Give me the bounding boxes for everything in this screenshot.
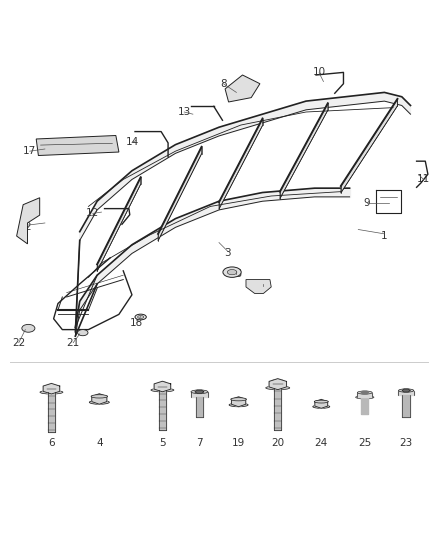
Ellipse shape <box>40 390 63 394</box>
Polygon shape <box>225 75 260 102</box>
Text: 20: 20 <box>271 438 284 448</box>
Polygon shape <box>132 144 176 180</box>
Polygon shape <box>219 114 262 136</box>
Polygon shape <box>195 390 204 393</box>
Polygon shape <box>280 103 328 199</box>
Ellipse shape <box>22 325 35 332</box>
Polygon shape <box>403 395 410 417</box>
Polygon shape <box>154 381 171 392</box>
Text: 3: 3 <box>224 248 231 259</box>
Polygon shape <box>306 92 385 110</box>
Polygon shape <box>402 97 410 114</box>
Text: 24: 24 <box>314 438 328 448</box>
Polygon shape <box>80 275 97 310</box>
Ellipse shape <box>135 314 146 320</box>
Polygon shape <box>315 399 328 408</box>
Ellipse shape <box>229 403 248 407</box>
Polygon shape <box>191 392 208 397</box>
Ellipse shape <box>314 400 328 403</box>
Polygon shape <box>17 198 40 244</box>
Polygon shape <box>48 392 55 432</box>
Text: 12: 12 <box>86 208 99 219</box>
Polygon shape <box>357 393 372 397</box>
Ellipse shape <box>227 270 237 275</box>
Polygon shape <box>219 118 262 209</box>
Polygon shape <box>132 219 176 254</box>
Polygon shape <box>75 301 80 336</box>
Text: 23: 23 <box>399 438 413 448</box>
Text: 19: 19 <box>232 438 245 448</box>
Ellipse shape <box>91 395 108 398</box>
Polygon shape <box>274 388 282 430</box>
Text: 5: 5 <box>159 381 166 391</box>
Text: 21: 21 <box>67 338 80 348</box>
Text: 11: 11 <box>417 174 430 184</box>
Text: 6: 6 <box>48 438 55 448</box>
Polygon shape <box>361 391 368 394</box>
Text: 18: 18 <box>130 318 143 328</box>
Text: 9: 9 <box>364 198 370 208</box>
Ellipse shape <box>78 329 88 336</box>
Polygon shape <box>196 397 203 417</box>
Polygon shape <box>80 201 97 240</box>
Ellipse shape <box>231 398 247 401</box>
Polygon shape <box>246 279 271 294</box>
Ellipse shape <box>399 389 414 392</box>
Polygon shape <box>385 92 402 106</box>
Ellipse shape <box>151 388 174 392</box>
Text: 15: 15 <box>230 269 243 279</box>
Text: 14: 14 <box>125 138 138 148</box>
Polygon shape <box>158 147 201 241</box>
Polygon shape <box>315 188 350 197</box>
Text: 4: 4 <box>96 438 102 448</box>
Polygon shape <box>361 397 368 414</box>
Polygon shape <box>97 177 141 271</box>
Text: 5: 5 <box>159 438 166 448</box>
Polygon shape <box>159 390 166 430</box>
Polygon shape <box>269 378 286 390</box>
Ellipse shape <box>313 405 330 408</box>
Ellipse shape <box>266 386 290 390</box>
Polygon shape <box>97 245 132 284</box>
Polygon shape <box>231 397 246 407</box>
Text: 7: 7 <box>196 438 203 448</box>
Polygon shape <box>219 192 262 210</box>
Polygon shape <box>262 101 306 123</box>
Text: 1: 1 <box>381 231 388 241</box>
Polygon shape <box>36 135 119 156</box>
Ellipse shape <box>138 316 144 319</box>
Ellipse shape <box>357 391 372 394</box>
Text: 22: 22 <box>12 338 25 348</box>
Polygon shape <box>43 383 60 394</box>
Text: 8: 8 <box>220 79 226 88</box>
Polygon shape <box>262 188 315 201</box>
Text: 25: 25 <box>358 438 371 448</box>
Polygon shape <box>92 394 107 404</box>
Polygon shape <box>341 99 397 193</box>
Text: 20: 20 <box>271 379 284 389</box>
Text: 17: 17 <box>23 146 36 156</box>
Text: 16: 16 <box>256 281 269 291</box>
Ellipse shape <box>223 267 241 277</box>
Ellipse shape <box>89 400 110 404</box>
Ellipse shape <box>191 390 208 393</box>
Polygon shape <box>176 201 219 228</box>
Ellipse shape <box>356 395 374 399</box>
Text: 13: 13 <box>177 107 191 117</box>
Polygon shape <box>176 127 219 154</box>
Polygon shape <box>97 171 132 210</box>
Polygon shape <box>402 389 410 392</box>
Polygon shape <box>399 391 414 395</box>
Text: 10: 10 <box>313 67 326 77</box>
Text: 2: 2 <box>24 222 31 232</box>
